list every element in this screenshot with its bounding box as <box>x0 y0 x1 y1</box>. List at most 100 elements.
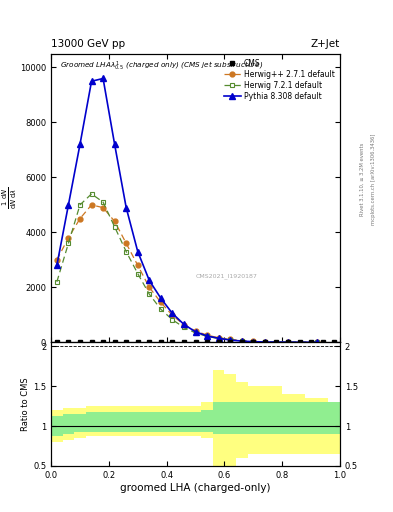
Text: 13000 GeV pp: 13000 GeV pp <box>51 38 125 49</box>
CMS <box>239 339 244 345</box>
Herwig 7.2.1 default <box>251 338 256 345</box>
Text: Groomed LHA$\lambda^{1}_{0.5}$ (charged only) (CMS jet substructure): Groomed LHA$\lambda^{1}_{0.5}$ (charged … <box>60 59 263 73</box>
Herwig 7.2.1 default <box>193 330 198 336</box>
Herwig 7.2.1 default <box>55 279 59 285</box>
Pythia 8.308 default <box>314 339 319 345</box>
Pythia 8.308 default <box>66 202 71 208</box>
Herwig++ 2.7.1 default <box>314 339 319 345</box>
Herwig++ 2.7.1 default <box>263 339 267 345</box>
Herwig 7.2.1 default <box>89 191 94 197</box>
Herwig++ 2.7.1 default <box>78 216 83 222</box>
Line: Pythia 8.308 default: Pythia 8.308 default <box>54 76 320 345</box>
Pythia 8.308 default <box>124 205 129 211</box>
Herwig 7.2.1 default <box>124 248 129 254</box>
Herwig++ 2.7.1 default <box>239 337 244 344</box>
CMS <box>297 339 302 345</box>
CMS <box>274 339 279 345</box>
CMS <box>216 339 221 345</box>
CMS <box>112 339 117 345</box>
X-axis label: groomed LHA (charged-only): groomed LHA (charged-only) <box>120 482 271 493</box>
Pythia 8.308 default <box>112 141 117 147</box>
Herwig 7.2.1 default <box>286 339 290 345</box>
Herwig++ 2.7.1 default <box>101 205 105 211</box>
Y-axis label: $\frac{1}{\mathrm{d}N}\frac{\mathrm{d}N}{\mathrm{d}\lambda}$: $\frac{1}{\mathrm{d}N}\frac{\mathrm{d}N}… <box>0 187 18 209</box>
Line: Herwig 7.2.1 default: Herwig 7.2.1 default <box>55 191 319 345</box>
Herwig++ 2.7.1 default <box>205 332 209 338</box>
Herwig 7.2.1 default <box>158 306 163 312</box>
Herwig++ 2.7.1 default <box>216 335 221 341</box>
Herwig 7.2.1 default <box>112 224 117 230</box>
CMS <box>101 339 105 345</box>
Text: Z+Jet: Z+Jet <box>311 38 340 49</box>
Text: Rivet 3.1.10, ≥ 3.2M events: Rivet 3.1.10, ≥ 3.2M events <box>360 142 365 216</box>
CMS <box>89 339 94 345</box>
Herwig 7.2.1 default <box>239 338 244 344</box>
Herwig++ 2.7.1 default <box>182 322 186 328</box>
Herwig 7.2.1 default <box>182 325 186 331</box>
Text: mcplots.cern.ch [arXiv:1306.3436]: mcplots.cern.ch [arXiv:1306.3436] <box>371 134 376 225</box>
Pythia 8.308 default <box>136 248 140 254</box>
Pythia 8.308 default <box>228 337 233 343</box>
Herwig 7.2.1 default <box>216 335 221 342</box>
Herwig++ 2.7.1 default <box>112 218 117 224</box>
Herwig++ 2.7.1 default <box>228 336 233 343</box>
Herwig++ 2.7.1 default <box>193 328 198 334</box>
Herwig++ 2.7.1 default <box>89 202 94 208</box>
CMS <box>332 339 336 345</box>
Pythia 8.308 default <box>89 78 94 84</box>
Herwig++ 2.7.1 default <box>251 338 256 345</box>
Herwig 7.2.1 default <box>78 202 83 208</box>
CMS <box>228 339 233 345</box>
CMS <box>263 339 267 345</box>
Line: Herwig++ 2.7.1 default: Herwig++ 2.7.1 default <box>55 202 319 345</box>
Y-axis label: Ratio to CMS: Ratio to CMS <box>21 377 30 431</box>
Pythia 8.308 default <box>205 333 209 339</box>
CMS <box>182 339 186 345</box>
CMS <box>193 339 198 345</box>
CMS <box>170 339 175 345</box>
CMS <box>55 339 59 345</box>
Herwig++ 2.7.1 default <box>170 312 175 318</box>
CMS <box>124 339 129 345</box>
CMS <box>136 339 140 345</box>
Herwig 7.2.1 default <box>228 337 233 343</box>
Pythia 8.308 default <box>55 262 59 268</box>
CMS <box>286 339 290 345</box>
Pythia 8.308 default <box>147 278 152 284</box>
Pythia 8.308 default <box>251 338 256 345</box>
Herwig++ 2.7.1 default <box>136 262 140 268</box>
Pythia 8.308 default <box>78 141 83 147</box>
Herwig 7.2.1 default <box>170 316 175 323</box>
Herwig 7.2.1 default <box>314 339 319 345</box>
CMS <box>66 339 71 345</box>
CMS <box>320 339 325 345</box>
Herwig++ 2.7.1 default <box>55 257 59 263</box>
Text: CMS2021_I1920187: CMS2021_I1920187 <box>196 273 257 279</box>
CMS <box>78 339 83 345</box>
Pythia 8.308 default <box>263 339 267 345</box>
Pythia 8.308 default <box>170 310 175 316</box>
Herwig 7.2.1 default <box>205 333 209 339</box>
Pythia 8.308 default <box>158 295 163 302</box>
Herwig++ 2.7.1 default <box>124 240 129 246</box>
Line: CMS: CMS <box>55 340 336 345</box>
CMS <box>205 339 209 345</box>
Herwig 7.2.1 default <box>263 339 267 345</box>
Herwig 7.2.1 default <box>101 199 105 205</box>
Herwig++ 2.7.1 default <box>286 339 290 345</box>
Pythia 8.308 default <box>239 338 244 344</box>
Pythia 8.308 default <box>216 335 221 342</box>
Herwig++ 2.7.1 default <box>147 284 152 290</box>
CMS <box>158 339 163 345</box>
Pythia 8.308 default <box>286 339 290 345</box>
Herwig 7.2.1 default <box>136 270 140 276</box>
Herwig++ 2.7.1 default <box>66 235 71 241</box>
CMS <box>251 339 256 345</box>
Herwig 7.2.1 default <box>66 240 71 246</box>
CMS <box>309 339 314 345</box>
CMS <box>147 339 152 345</box>
Herwig 7.2.1 default <box>147 291 152 297</box>
Legend: CMS, Herwig++ 2.7.1 default, Herwig 7.2.1 default, Pythia 8.308 default: CMS, Herwig++ 2.7.1 default, Herwig 7.2.… <box>222 57 336 102</box>
Pythia 8.308 default <box>182 322 186 328</box>
Pythia 8.308 default <box>101 75 105 81</box>
